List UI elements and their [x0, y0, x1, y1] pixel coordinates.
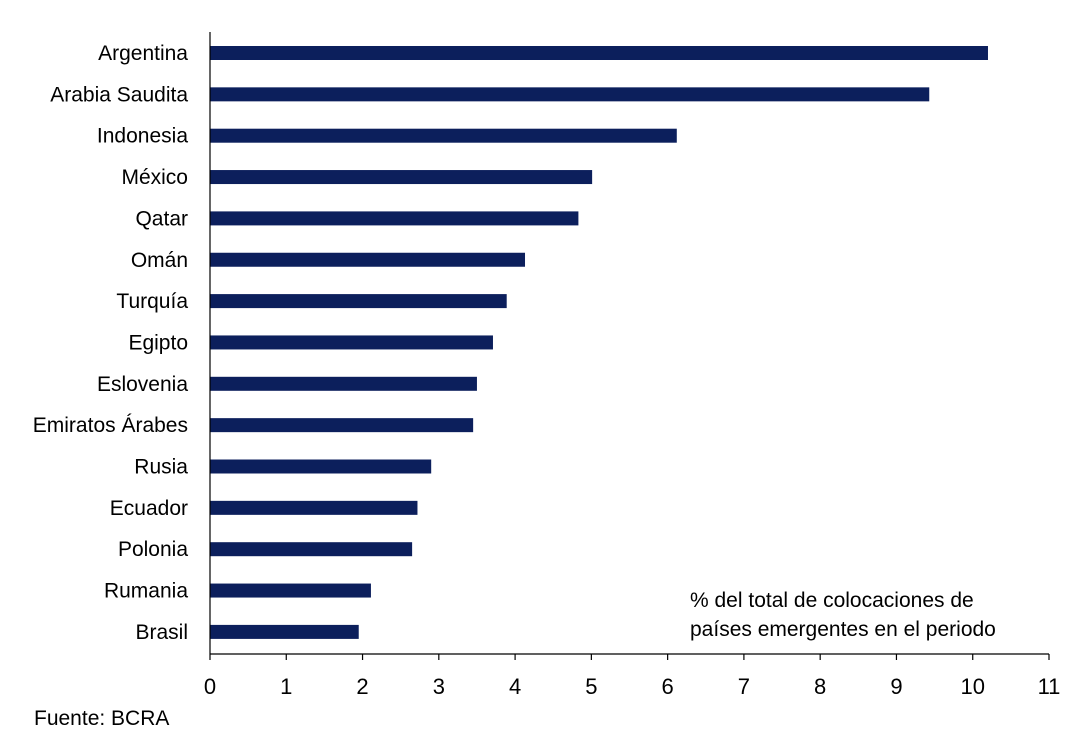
- bar-5: [210, 252, 526, 267]
- category-label: Brasil: [135, 621, 188, 644]
- bar-11: [210, 500, 418, 515]
- bar-13: [210, 583, 371, 598]
- category-label: Arabia Saudita: [50, 83, 188, 106]
- x-tick-label: 3: [433, 674, 445, 699]
- x-tick-label: 10: [960, 674, 984, 699]
- x-tick-label: 7: [738, 674, 750, 699]
- x-tick-label: 5: [585, 674, 597, 699]
- bar-2: [210, 128, 677, 143]
- category-label: Eslovenia: [97, 373, 188, 396]
- bar-9: [210, 418, 474, 433]
- bar-4: [210, 211, 579, 226]
- x-tick-label: 11: [1038, 674, 1061, 699]
- bars-layer: [210, 46, 988, 639]
- category-label: Indonesia: [97, 125, 188, 148]
- annotation: % del total de colocaciones de países em…: [690, 589, 996, 641]
- category-label: México: [121, 166, 188, 189]
- annotation-line-1: % del total de colocaciones de: [690, 589, 974, 612]
- category-label: Omán: [131, 249, 188, 272]
- bar-8: [210, 376, 477, 391]
- bar-12: [210, 542, 413, 557]
- category-label: Rumania: [104, 580, 188, 603]
- x-tick-label: 0: [204, 674, 216, 699]
- bar-10: [210, 459, 432, 474]
- bar-3: [210, 170, 593, 185]
- category-label: Argentina: [98, 42, 188, 65]
- category-label: Polonia: [118, 538, 188, 561]
- x-tick-label: 9: [890, 674, 902, 699]
- bar-7: [210, 335, 493, 350]
- category-label: Qatar: [135, 207, 188, 230]
- x-tick-label: 2: [356, 674, 368, 699]
- x-tick-label: 6: [662, 674, 674, 699]
- x-tick-label: 1: [280, 674, 292, 699]
- bar-1: [210, 87, 930, 102]
- bar-0: [210, 46, 988, 60]
- bar-6: [210, 294, 507, 309]
- category-label: Rusia: [134, 456, 188, 479]
- x-tick-label: 8: [814, 674, 826, 699]
- category-label: Egipto: [128, 331, 188, 354]
- x-tick-label: 4: [509, 674, 521, 699]
- bar-14: [210, 624, 359, 639]
- source-note: Fuente: BCRA: [34, 707, 170, 730]
- x-axis: 0 1 2 3 4 5 6 7 8 9 10 11: [204, 32, 1061, 699]
- category-label: Emiratos Árabes: [33, 414, 188, 437]
- category-labels: Argentina Arabia Saudita Indonesia México Qa…: [33, 42, 189, 644]
- annotation-line-2: países emergentes en el periodo: [690, 618, 996, 641]
- category-label: Turquía: [116, 290, 188, 313]
- category-label: Ecuador: [110, 497, 188, 520]
